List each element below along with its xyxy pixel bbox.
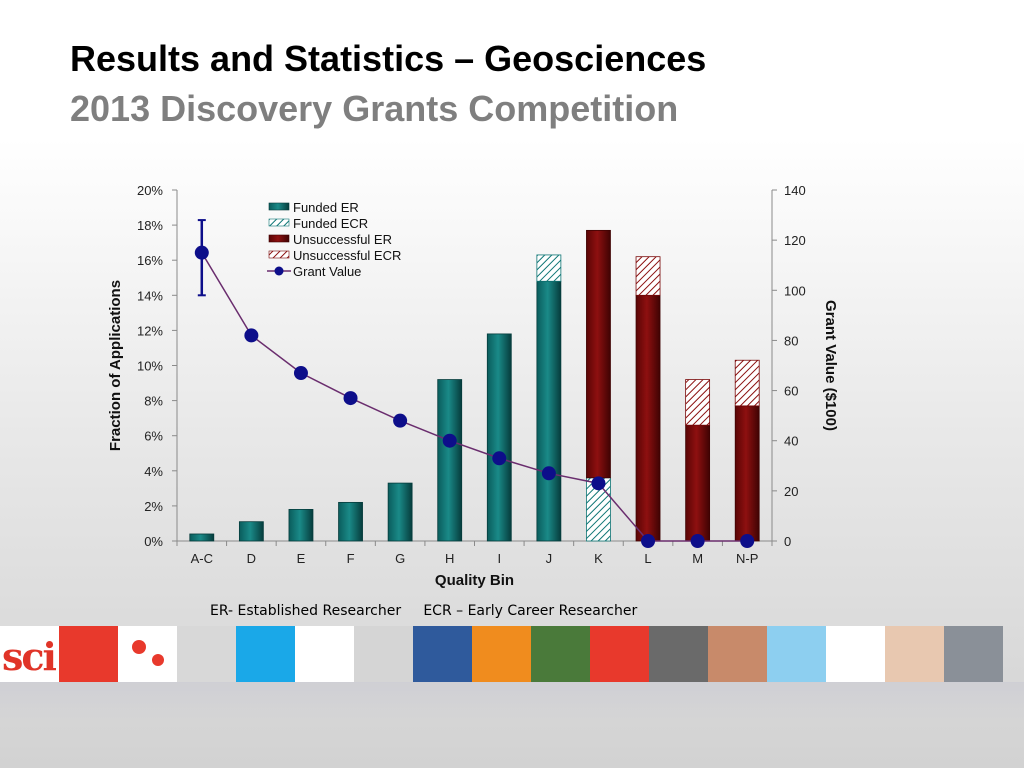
legend-label: Funded ER — [293, 200, 359, 215]
x-tick-label: D — [247, 551, 256, 566]
y2-tick-label: 120 — [784, 233, 806, 248]
bar-unsuccessful-er — [734, 405, 760, 542]
y2-tick-label: 20 — [784, 484, 798, 499]
grant-value-point — [641, 534, 656, 548]
strip-tile — [531, 626, 590, 682]
bar-funded-ecr — [536, 254, 562, 282]
decorative-image-strip: sci — [0, 626, 1024, 682]
legend-swatch — [268, 250, 290, 259]
grant-value-point — [244, 328, 259, 343]
red-dots-decor — [152, 654, 164, 666]
legend-label: Grant Value — [293, 264, 361, 279]
strip-tile — [472, 626, 531, 682]
y-tick-label: 4% — [144, 464, 163, 479]
y-tick-label: 12% — [137, 323, 163, 338]
y-tick-label: 6% — [144, 429, 163, 444]
x-tick-label: M — [692, 551, 703, 566]
grant-value-point — [293, 366, 308, 381]
y-tick-label: 18% — [137, 218, 163, 233]
y-tick-label: 8% — [144, 394, 163, 409]
x-tick-label: N-P — [736, 551, 758, 566]
strip-tile — [649, 626, 708, 682]
x-tick-label: K — [594, 551, 603, 566]
strip-tile — [236, 626, 295, 682]
strip-tile — [177, 626, 236, 682]
strip-tile — [590, 626, 649, 682]
slide-title: Results and Statistics – Geosciences — [70, 38, 707, 79]
strip-tile — [118, 626, 177, 682]
strip-tile — [708, 626, 767, 682]
strip-tile — [295, 626, 354, 682]
bar-unsuccessful-ecr — [734, 359, 760, 407]
grant-value-point — [740, 534, 755, 548]
bar-funded-er — [536, 280, 562, 542]
slide-subtitle: 2013 Discovery Grants Competition — [70, 88, 679, 129]
bar-funded-er — [338, 501, 363, 542]
y2-tick-label: 60 — [784, 384, 798, 399]
grant-value-point — [591, 476, 606, 491]
grant-value-point — [194, 245, 209, 260]
legend-swatch — [268, 234, 290, 243]
y2-tick-label: 140 — [784, 183, 806, 198]
bar-unsuccessful-ecr — [635, 256, 661, 296]
bar-funded-er — [486, 333, 512, 542]
y-tick-label: 0% — [144, 534, 163, 549]
legend-label: Unsuccessful ECR — [293, 248, 401, 263]
bar-funded-er — [238, 521, 264, 542]
strip-tile — [59, 626, 118, 682]
x-tick-label: G — [395, 551, 405, 566]
bar-funded-er — [437, 379, 463, 542]
strip-tile — [885, 626, 944, 682]
grant-value-point — [690, 534, 705, 548]
x-tick-label: A-C — [191, 551, 213, 566]
bar-funded-er — [288, 509, 314, 542]
y2-tick-label: 40 — [784, 434, 798, 449]
bar-unsuccessful-er — [685, 424, 711, 542]
bar-funded-er — [189, 533, 215, 542]
strip-tile — [826, 626, 885, 682]
x-axis-title: Quality Bin — [435, 572, 514, 589]
legend-swatch — [268, 202, 290, 211]
sci-logo: sci — [2, 634, 57, 679]
y-tick-label: 16% — [137, 253, 163, 268]
y-tick-label: 2% — [144, 499, 163, 514]
y2-tick-label: 100 — [784, 283, 806, 298]
x-tick-label: L — [644, 551, 651, 566]
strip-tile — [767, 626, 826, 682]
abbreviation-footnote: ER- Established Researcher ECR – Early C… — [210, 603, 638, 619]
x-tick-label: J — [546, 551, 553, 566]
y2-tick-label: 80 — [784, 333, 798, 348]
y2-tick-label: 0 — [784, 534, 791, 549]
y2-axis-title: Grant Value ($100) — [822, 300, 839, 431]
strip-tile — [944, 626, 1003, 682]
strip-tile — [413, 626, 472, 682]
x-tick-label: I — [497, 551, 501, 566]
y-tick-label: 14% — [137, 288, 163, 303]
bar-funded-er — [387, 482, 413, 542]
bar-unsuccessful-er — [586, 229, 611, 479]
legend-swatch — [268, 218, 290, 227]
x-tick-label: H — [445, 551, 454, 566]
grant-value-point — [442, 433, 457, 448]
y-axis-title: Fraction of Applications — [107, 280, 124, 451]
y-tick-label: 10% — [137, 359, 163, 374]
legend-marker — [274, 266, 284, 276]
strip-reflection — [0, 682, 1024, 722]
x-tick-label: F — [347, 551, 355, 566]
strip-tile: sci — [0, 626, 59, 682]
bar-unsuccessful-er — [635, 294, 661, 542]
grant-value-point — [343, 391, 358, 406]
grant-value-line — [201, 252, 748, 542]
grant-value-point — [541, 466, 556, 481]
y-tick-label: 20% — [137, 183, 163, 198]
grant-value-point — [393, 413, 408, 428]
legend-label: Funded ECR — [293, 216, 368, 231]
x-tick-label: E — [297, 551, 306, 566]
legend-label: Unsuccessful ER — [293, 232, 392, 247]
strip-tile — [354, 626, 413, 682]
grant-results-chart: 0% 2% 4% 6% 8% 10% 12% 14% 16% 18% 20% 0 20 40 60 80 100… — [107, 183, 839, 589]
bar-unsuccessful-ecr — [685, 379, 711, 426]
grant-value-point — [492, 451, 507, 466]
red-dots-decor — [132, 640, 146, 654]
